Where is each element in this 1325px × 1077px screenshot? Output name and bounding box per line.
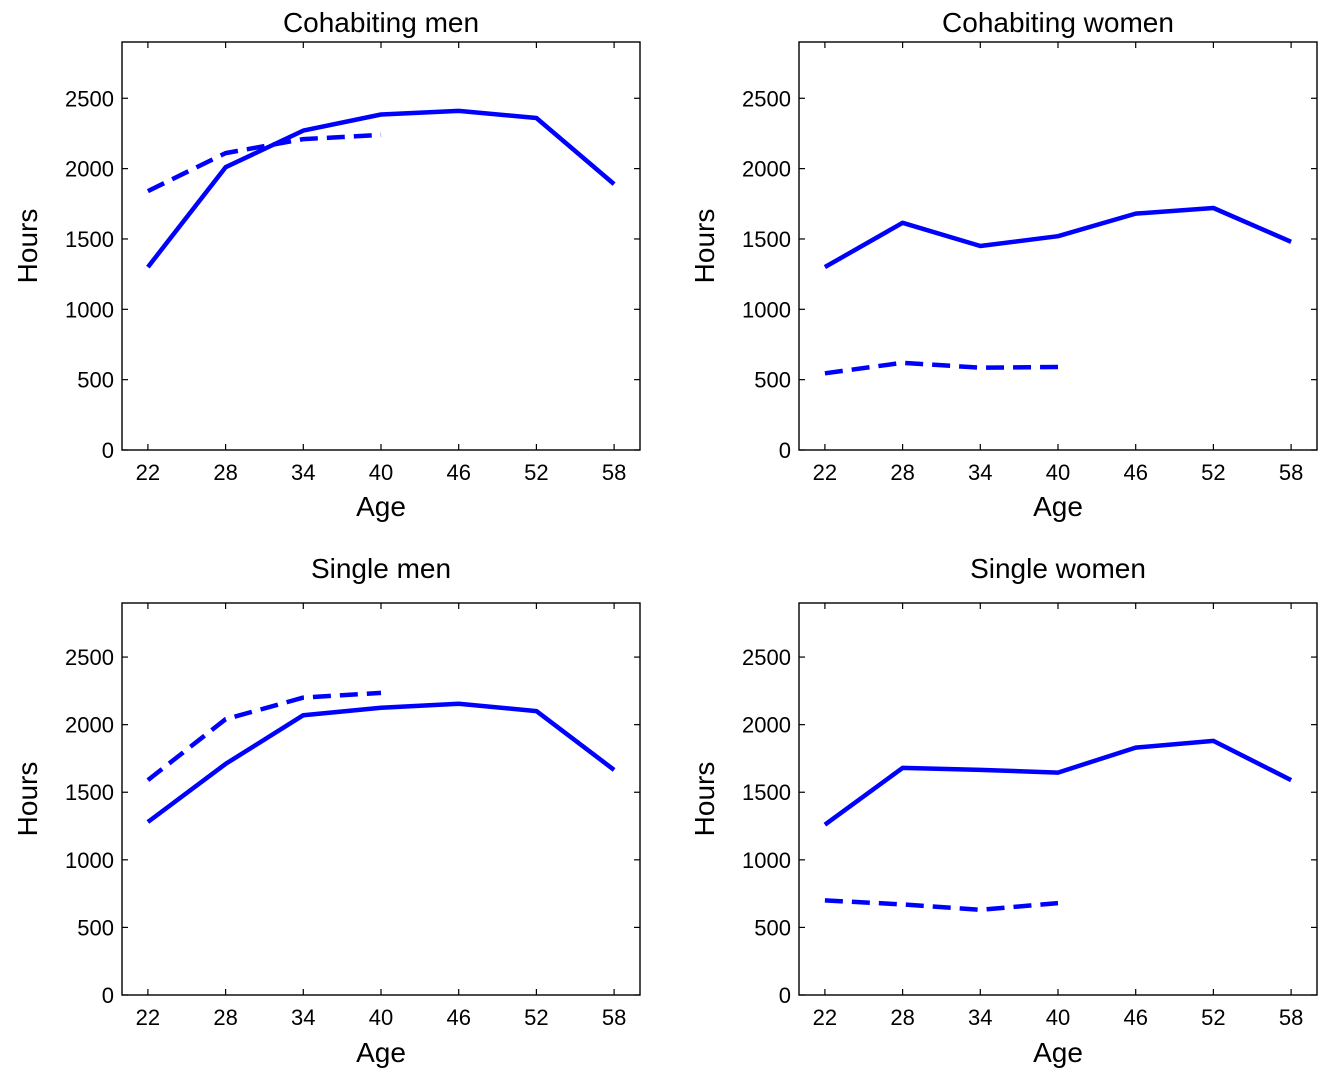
x-tick-label: 58: [602, 460, 626, 485]
x-tick-label: 34: [291, 1005, 315, 1030]
series-line-solid: [146, 701, 616, 824]
plot-frame: [798, 41, 1318, 451]
y-axis-label: Hours: [689, 209, 720, 284]
x-tick-label: 22: [136, 1005, 160, 1030]
y-tick-label: 2500: [742, 645, 791, 670]
y-tick-label: 0: [102, 438, 114, 463]
y-tick-label: 2500: [742, 86, 791, 111]
y-axis-label: Hours: [689, 762, 720, 837]
y-tick-label: 1500: [65, 227, 114, 252]
y-tick-label: 2000: [65, 157, 114, 182]
panel-title: Cohabiting women: [942, 7, 1174, 38]
x-tick-label: 52: [1201, 460, 1225, 485]
panel-title: Cohabiting men: [283, 7, 479, 38]
plot-frame: [121, 41, 641, 451]
series-line-dashed: [824, 360, 1059, 376]
y-tick-label: 1500: [742, 227, 791, 252]
x-axis-label: Age: [356, 1037, 406, 1068]
series-line-solid: [146, 108, 616, 269]
series-line-solid: [823, 205, 1292, 270]
series-line-dashed: [146, 132, 382, 194]
x-tick-label: 58: [1279, 1005, 1303, 1030]
x-tick-label: 46: [446, 460, 470, 485]
x-tick-label: 28: [890, 1005, 914, 1030]
y-tick-label: 0: [779, 983, 791, 1008]
panel-cohabiting-men: Cohabiting men Age Hours 22 28 34 40 46 52 58 0…: [12, 7, 641, 522]
y-tick-label: 2500: [65, 645, 114, 670]
y-tick-label: 2000: [742, 157, 791, 182]
x-tick-label: 34: [968, 460, 992, 485]
panel-title: Single women: [970, 553, 1146, 584]
x-tick-label: 52: [524, 460, 548, 485]
series-line-dashed: [824, 898, 1059, 913]
series-line-dashed: [146, 690, 382, 782]
y-tick-label: 0: [779, 438, 791, 463]
x-tick-label: 58: [602, 1005, 626, 1030]
y-axis-label: Hours: [12, 762, 43, 837]
y-tick-label: 500: [77, 368, 114, 393]
y-tick-label: 1000: [742, 297, 791, 322]
x-tick-label: 46: [1123, 460, 1147, 485]
y-tick-label: 500: [754, 915, 791, 940]
x-tick-label: 28: [213, 460, 237, 485]
y-tick-label: 1000: [65, 297, 114, 322]
y-tick-label: 1000: [65, 848, 114, 873]
y-tick-label: 500: [754, 368, 791, 393]
x-tick-label: 28: [213, 1005, 237, 1030]
x-tick-label: 52: [1201, 1005, 1225, 1030]
x-tick-label: 58: [1279, 460, 1303, 485]
y-tick-label: 1000: [742, 848, 791, 873]
x-tick-label: 40: [1046, 460, 1070, 485]
x-axis-label: Age: [1033, 1037, 1083, 1068]
panel-single-men: Single men Age Hours 22 28 34 40 46 52 58 0 500 1…: [12, 553, 641, 1068]
y-tick-label: 2000: [65, 713, 114, 738]
x-tick-label: 34: [968, 1005, 992, 1030]
x-tick-label: 40: [1046, 1005, 1070, 1030]
panel-title: Single men: [311, 553, 451, 584]
y-tick-label: 500: [77, 915, 114, 940]
x-tick-label: 22: [813, 460, 837, 485]
x-tick-label: 22: [136, 460, 160, 485]
y-tick-label: 0: [102, 983, 114, 1008]
series-line-solid: [823, 738, 1293, 827]
x-tick-label: 22: [813, 1005, 837, 1030]
x-tick-label: 28: [890, 460, 914, 485]
x-axis-label: Age: [1033, 491, 1083, 522]
y-axis-label: Hours: [12, 209, 43, 284]
y-tick-label: 2500: [65, 86, 114, 111]
panel-single-women: Single women Age Hours 22 28 34 40 46 52 58 0 50…: [689, 553, 1318, 1068]
panel-cohabiting-women: Cohabiting women Age Hours 22 28 34 40 46 52 5…: [689, 7, 1318, 522]
x-tick-label: 46: [1123, 1005, 1147, 1030]
x-tick-label: 52: [524, 1005, 548, 1030]
x-tick-label: 40: [369, 460, 393, 485]
x-axis-label: Age: [356, 491, 406, 522]
plot-frame: [121, 602, 641, 996]
y-tick-label: 2000: [742, 713, 791, 738]
y-tick-label: 1500: [65, 780, 114, 805]
x-tick-label: 34: [291, 460, 315, 485]
x-tick-label: 40: [369, 1005, 393, 1030]
x-tick-label: 46: [446, 1005, 470, 1030]
y-tick-label: 1500: [742, 780, 791, 805]
plot-frame: [798, 602, 1318, 996]
